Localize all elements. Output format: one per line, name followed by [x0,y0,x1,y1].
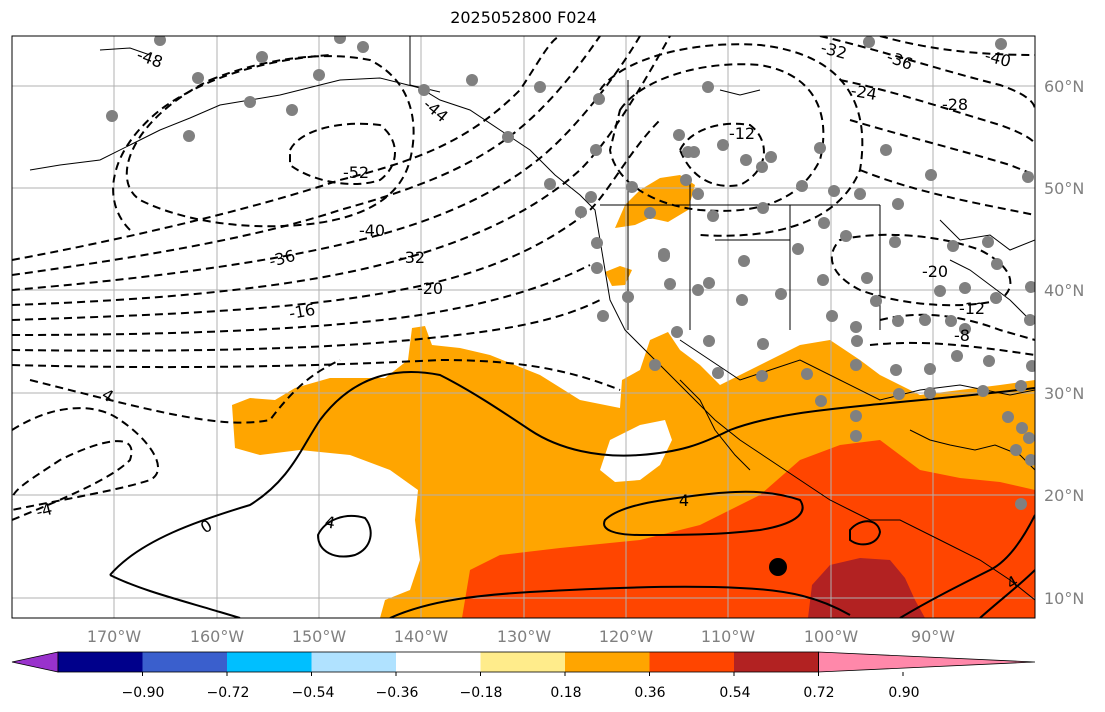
graticule [12,36,1035,618]
contour-label-text: 4 [679,491,689,510]
contour-label: -24 [849,81,878,104]
lon-label: 160°W [190,627,245,646]
positive-contours [109,371,1035,618]
lon-label: 150°W [292,627,347,646]
lat-label: 40°N [1044,281,1084,300]
contour-label-text: -52 [343,163,369,182]
contour-label: -4 [34,499,54,521]
colorbar-segment [227,652,312,672]
contour-label-text: 4 [323,512,336,532]
colorbar-segment [649,652,735,672]
lon-label: 120°W [599,627,654,646]
lat-label: 50°N [1044,179,1084,198]
lon-label: 170°W [87,627,142,646]
colorbar-tick: 0.54 [719,685,750,701]
map-title: 2025052800 F024 [450,8,597,27]
contour-label-text: -8 [954,326,970,345]
contour-label-text: -4 [34,499,54,521]
contour-label-text: -12 [959,299,985,318]
colorbar-tick: 0.90 [888,685,919,701]
contour-label: 4 [323,512,336,532]
contour-label-text: -24 [849,81,878,104]
colorbar-segment [480,652,566,672]
colorbar-segment [311,652,397,672]
shading-white-hole [600,420,672,482]
colorbar-tick-labels: −0.90 −0.72 −0.54 −0.36 −0.18 0.18 0.36 … [122,685,920,701]
lat-label: 60°N [1044,77,1084,96]
lat-label: 10°N [1044,589,1084,608]
contour-label: -40 [359,221,385,240]
station-markers [106,36,1035,510]
contour-label-text: -20 [922,262,948,281]
lat-label: 30°N [1044,384,1084,403]
contour-label-text: -40 [359,221,385,240]
plot-frame [11,35,1036,619]
contour-label-text: -16 [288,300,317,323]
colorbar-segment [58,652,143,672]
contour-label: -8 [954,326,970,345]
coastlines [29,36,1035,601]
lon-label: 100°W [804,627,859,646]
contour-label: -16 [288,300,317,323]
contour-label: 4 [679,491,689,510]
lon-label: 130°W [497,627,552,646]
contour-label: -28 [942,95,968,114]
colorbar-tick: −0.18 [460,685,503,701]
contour-label-text: -32 [399,248,425,267]
colorbar-segment [142,652,228,672]
colorbar-tick: 0.36 [634,685,665,701]
colorbar-tick: −0.36 [376,685,419,701]
contour-label: 0 [197,516,215,538]
colorbar-segment [396,652,481,672]
colorbar-frame [57,651,819,673]
colorbar [11,651,1036,676]
colorbar-tick: 0.18 [550,685,581,701]
map-plot-area: -48-44-52-40-36 -32-20-164-40 44-12-32 -36-… [12,36,1035,618]
latitude-labels: 60°N 50°N 40°N 30°N 20°N 10°N [1044,77,1084,608]
colorbar-min-extend [11,651,59,673]
negative-contours [12,36,1035,521]
contour-label: -20 [417,279,443,298]
contour-label: 4 [99,385,117,407]
shading-dark-red [808,558,925,618]
lat-label: 20°N [1044,486,1084,505]
contour-label: -12 [959,299,985,318]
contour-label: 4 [1003,572,1021,594]
colorbar-segment [565,652,650,672]
contour-label-text: -28 [942,95,968,114]
lon-label: 110°W [701,627,756,646]
colorbar-tick: −0.72 [207,685,250,701]
contour-label: -12 [729,124,755,143]
contour-label-text: -20 [417,279,443,298]
contour-label: -20 [922,262,948,281]
colorbar-segment [734,652,819,672]
contour-label-text: -12 [729,124,755,143]
shading-orange-small [605,266,632,286]
colorbar-tick: 0.72 [803,685,834,701]
lon-label: 90°W [911,627,955,646]
contour-label: -52 [343,163,369,182]
lon-label: 140°W [394,627,449,646]
longitude-labels: 170°W 160°W 150°W 140°W 130°W 120°W 110°… [87,627,955,646]
colorbar-tick: −0.54 [292,685,335,701]
target-point-marker [769,558,787,576]
colorbar-tick: −0.90 [122,685,165,701]
contour-label: -32 [399,248,425,267]
colorbar-max-extend [818,651,1036,673]
